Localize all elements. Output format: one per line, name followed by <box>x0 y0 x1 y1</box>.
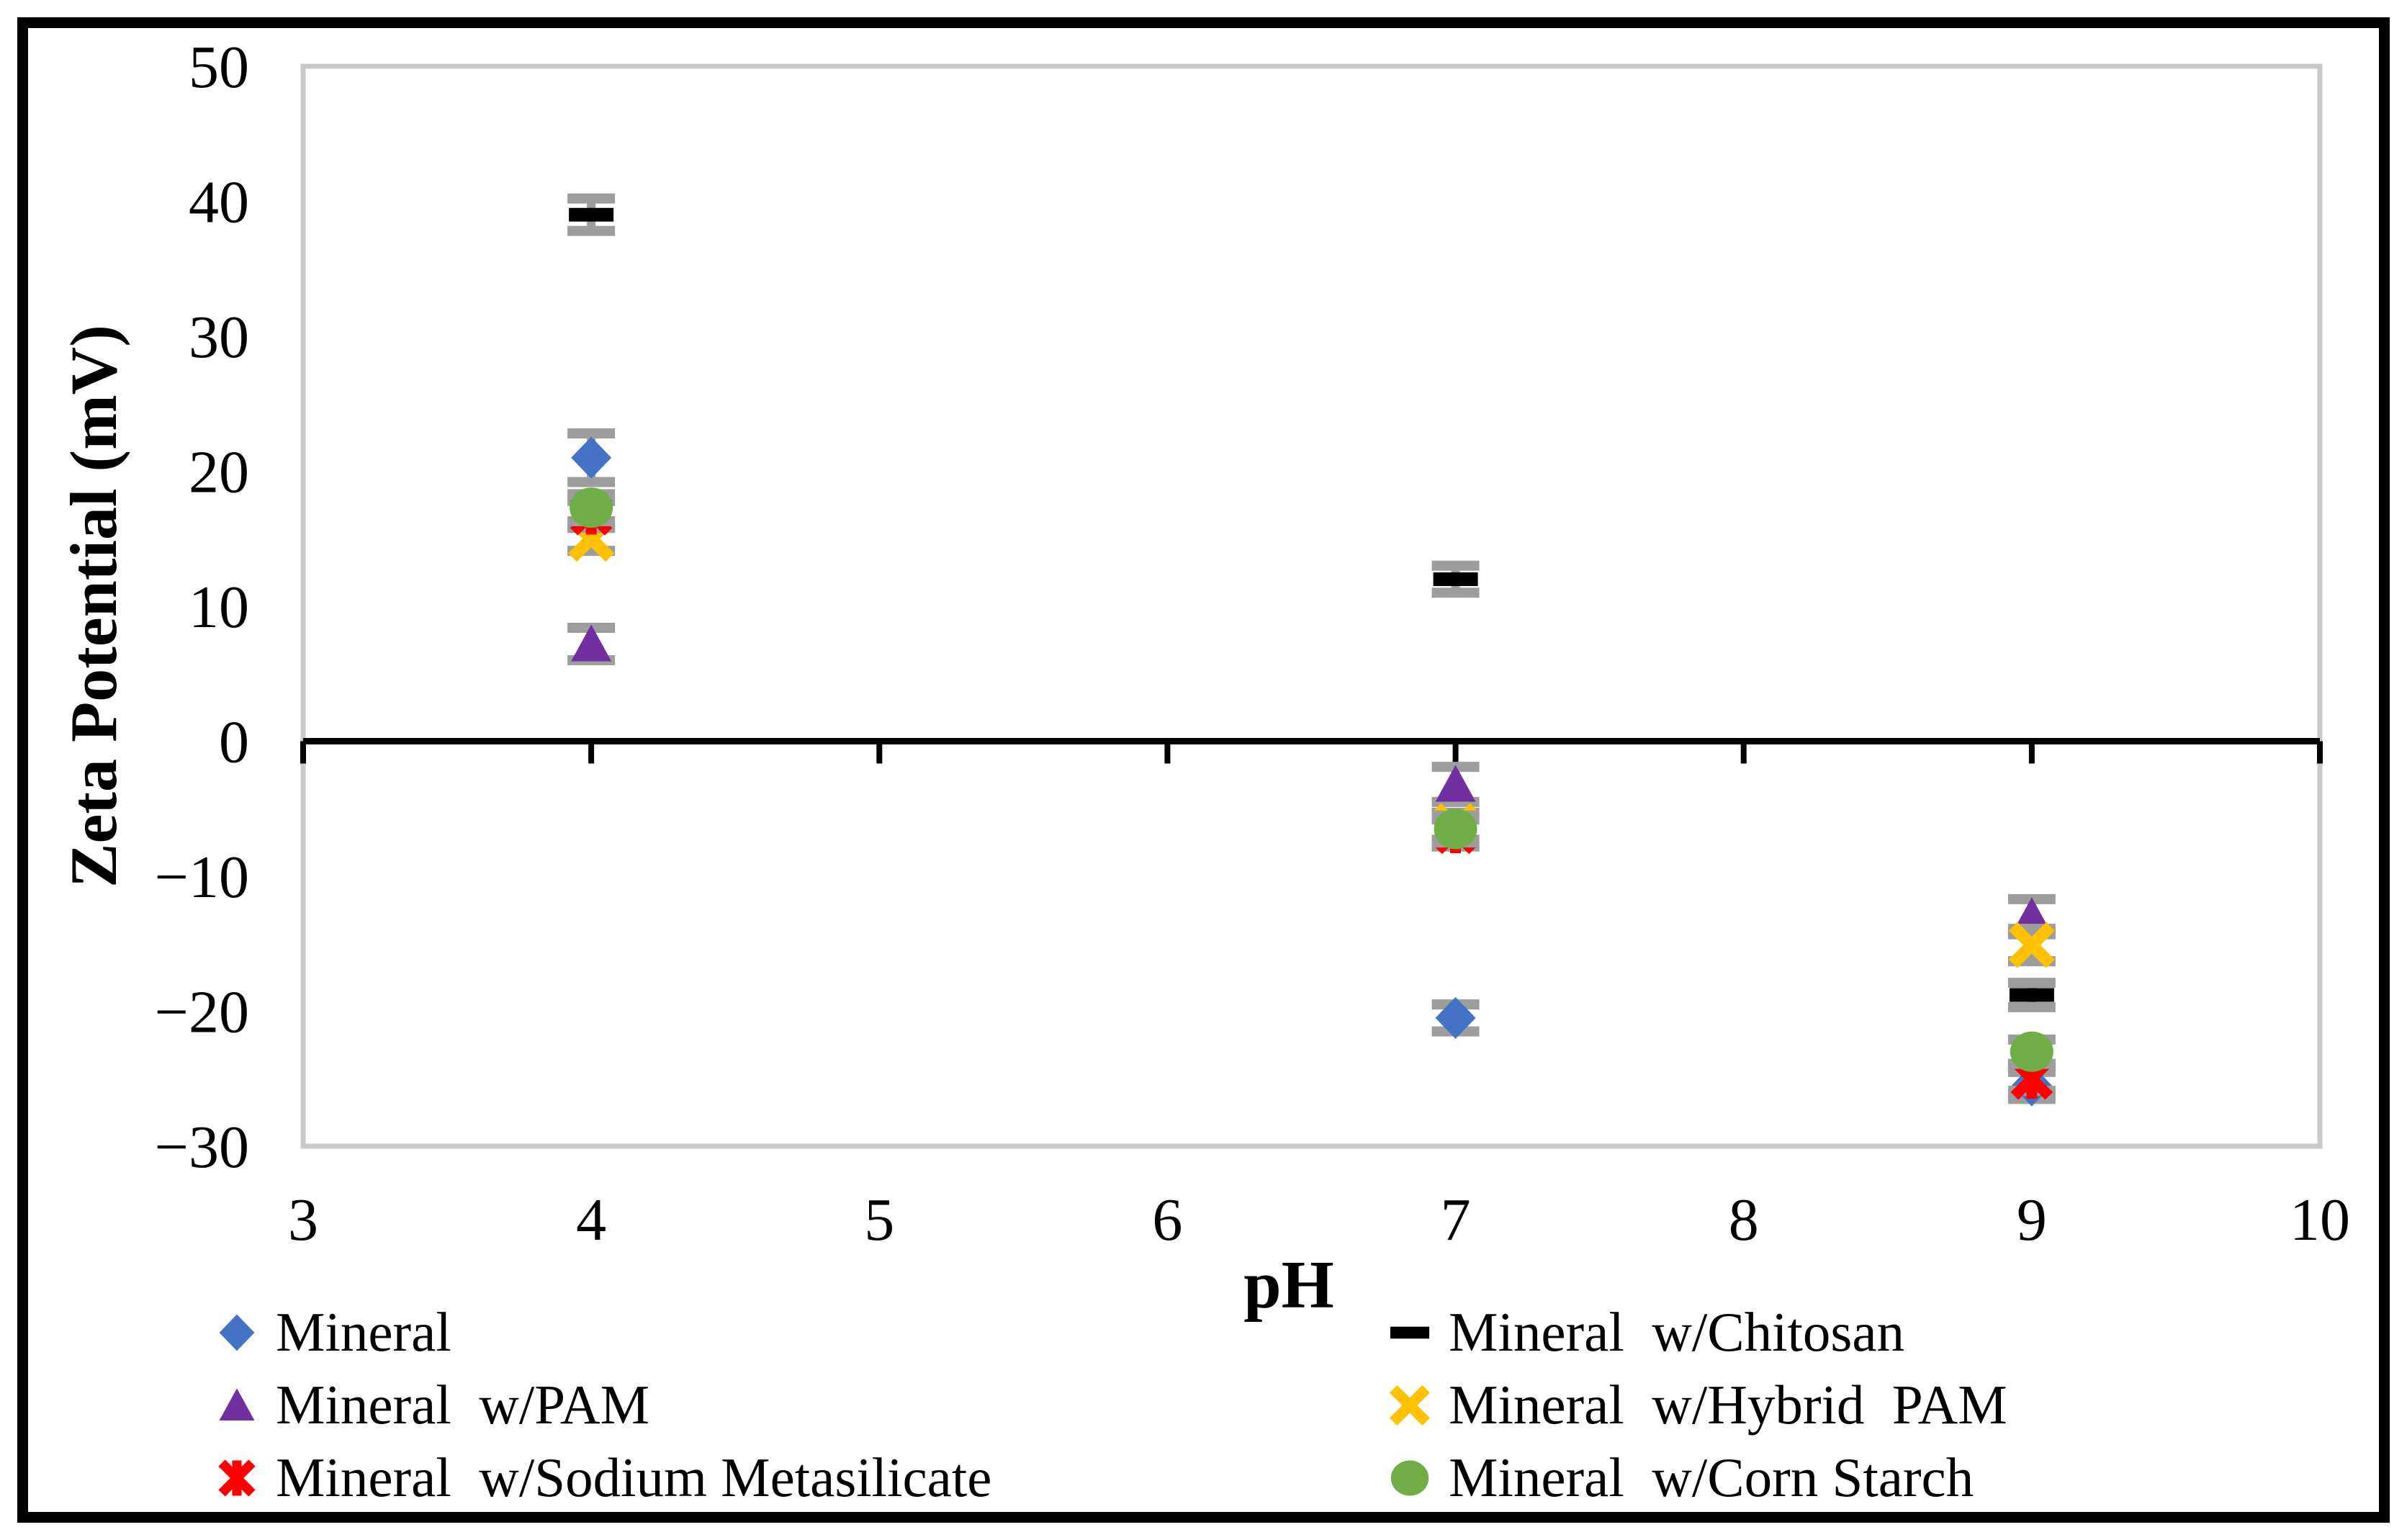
x-tick-label: 4 <box>576 1186 606 1253</box>
mineral-w-sodium-metasilicate-marker-glyph <box>218 1459 256 1497</box>
legend-column-right: Mineral w/Chitosan Mineral w/Hybrid PAM Mi… <box>1377 1296 2007 1514</box>
y-tick-label: 30 <box>189 304 249 371</box>
x-tick-label: 3 <box>288 1186 318 1253</box>
legend-label: Mineral w/Hybrid PAM <box>1449 1374 2007 1436</box>
data-point-marker <box>2008 922 2055 968</box>
legend: Mineral Mineral w/PAM Mineral w/Sodium Met… <box>0 1296 2407 1519</box>
data-point-marker <box>570 487 613 528</box>
series-2 <box>567 623 2056 940</box>
series-0 <box>567 428 2056 1107</box>
data-point-marker <box>1435 996 1476 1039</box>
y-axis-title: Zeta Potential (mV) <box>57 325 130 888</box>
data-point-marker <box>1434 809 1477 850</box>
mineral-w-chitosan-marker-glyph <box>1390 1326 1430 1338</box>
y-tick-label: 0 <box>219 709 249 776</box>
y-tick-label: −30 <box>155 1114 249 1181</box>
legend-item-mineral-w-pam: Mineral w/PAM <box>204 1369 991 1441</box>
mineral-w-sodium-metasilicate-marker-icon <box>218 1459 256 1497</box>
y-tick-label: 10 <box>189 574 249 641</box>
mineral-w-hybrid-pam-marker-glyph <box>1390 1384 1430 1426</box>
series-5 <box>567 487 2056 1072</box>
x-tick-label: 8 <box>1729 1186 1759 1253</box>
plot-area-border <box>300 63 2323 1149</box>
legend-item-mineral-w-chitosan: Mineral w/Chitosan <box>1377 1296 2007 1369</box>
legend-label: Mineral <box>276 1301 451 1363</box>
mineral-w-pam-marker-icon <box>219 1387 255 1420</box>
x-tick-label: 7 <box>1441 1186 1471 1253</box>
legend-label: Mineral w/Sodium Metasilicate <box>276 1446 992 1508</box>
y-tick-labels: 50 40 30 20 10 0 −10 −20 −30 <box>155 34 249 1181</box>
x-tick-label: 9 <box>2017 1186 2047 1253</box>
x-axis-title: pH <box>1243 1248 1334 1323</box>
y-tick-label: −10 <box>155 844 249 911</box>
y-tick-label: 50 <box>189 34 249 101</box>
mineral-w-chitosan-marker-icon <box>1390 1326 1430 1338</box>
data-point-marker <box>571 624 612 662</box>
y-tick-label: 40 <box>189 169 249 236</box>
x-tick-label: 10 <box>2290 1186 2350 1253</box>
mineral-w-pam-marker-glyph <box>219 1387 255 1420</box>
legend-label: Mineral w/Chitosan <box>1449 1301 1905 1363</box>
mineral-w-hybrid-pam-marker-icon <box>1390 1384 1430 1426</box>
data-point-marker <box>1435 765 1476 802</box>
mineral-w-corn-starch-marker-glyph <box>1390 1460 1429 1495</box>
mineral-marker-icon <box>219 1314 255 1351</box>
data-point-marker <box>2010 1031 2053 1072</box>
data-point-marker <box>571 436 612 479</box>
x-tick-labels: 3 4 5 6 7 8 9 10 <box>288 1186 2350 1253</box>
legend-item-mineral-w-sodium-metasilicate: Mineral w/Sodium Metasilicate <box>204 1441 991 1514</box>
x-axis-zero-line <box>300 738 2323 764</box>
legend-label: Mineral w/PAM <box>276 1374 650 1436</box>
data-point-marker <box>1433 572 1478 586</box>
data-point-marker <box>2009 988 2054 1002</box>
legend-item-mineral-w-corn-starch: Mineral w/Corn Starch <box>1377 1441 2007 1514</box>
series-4 <box>567 493 2056 1100</box>
x-tick-label: 6 <box>1152 1186 1182 1253</box>
mineral-marker-glyph <box>219 1314 255 1351</box>
mineral-w-corn-starch-marker-icon <box>1390 1460 1429 1495</box>
y-tick-label: −20 <box>155 979 249 1046</box>
x-tick-label: 5 <box>864 1186 894 1253</box>
data-point-marker <box>569 207 614 222</box>
figure-frame <box>17 17 2390 1523</box>
legend-column-left: Mineral Mineral w/PAM Mineral w/Sodium Met… <box>204 1296 991 1514</box>
series-1 <box>567 193 2056 1012</box>
y-tick-label: 20 <box>189 439 249 506</box>
legend-item-mineral: Mineral <box>204 1296 991 1369</box>
legend-item-mineral-w-hybrid-pam: Mineral w/Hybrid PAM <box>1377 1369 2007 1441</box>
legend-label: Mineral w/Corn Starch <box>1449 1446 1974 1508</box>
